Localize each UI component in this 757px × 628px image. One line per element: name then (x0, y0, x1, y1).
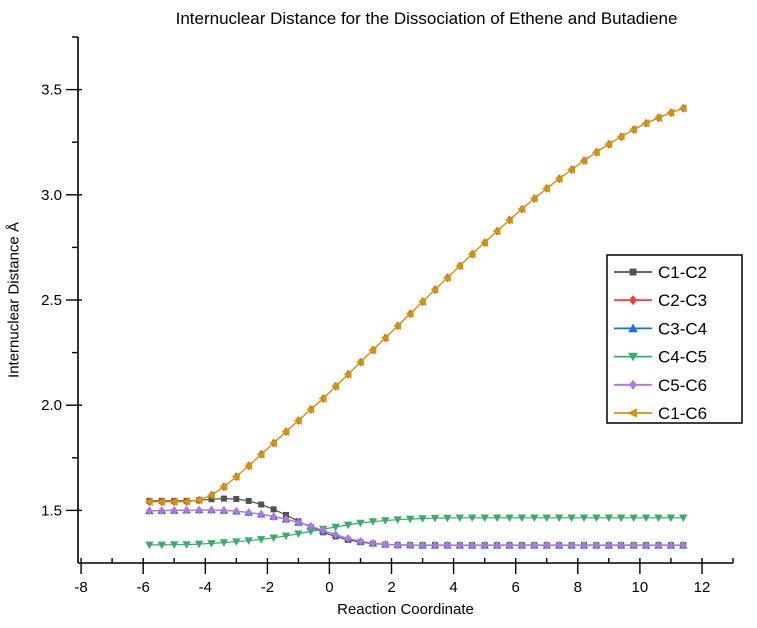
x-axis-label: Reaction Coordinate (337, 601, 474, 618)
series-C4-C5 (145, 514, 688, 550)
legend-label: C4-C5 (658, 348, 707, 367)
svg-text:3.5: 3.5 (41, 82, 62, 99)
legend-marker-triangle-up-icon (628, 323, 638, 333)
legend-marker-diamond-icon (629, 379, 637, 390)
svg-text:-6: -6 (137, 579, 150, 596)
legend: C1-C2 C2-C3 C3-C4 C4-C5 C5-C6 C1-C6 (606, 254, 743, 424)
series-C1-C6 (144, 104, 687, 506)
svg-text:12: 12 (694, 579, 711, 596)
y-axis-label: Internuclear Distance Å (5, 222, 23, 378)
svg-text:0: 0 (325, 579, 333, 596)
svg-text:2: 2 (387, 579, 395, 596)
legend-label: C1-C2 (658, 263, 707, 282)
series-C5-C6 (146, 505, 687, 550)
svg-text:-4: -4 (199, 579, 212, 596)
svg-text:1.5: 1.5 (41, 502, 62, 519)
svg-text:2.5: 2.5 (41, 292, 62, 309)
legend-marker-diamond-icon (629, 295, 637, 306)
series-C2-C3 (146, 103, 687, 507)
svg-text:3.0: 3.0 (41, 187, 62, 204)
svg-text:6: 6 (512, 579, 520, 596)
x-axis-tick-labels: -8 -6 -4 -2 0 2 4 6 8 10 12 (74, 579, 710, 596)
y-axis-tick-labels: 1.5 2.0 2.5 3.0 3.5 (41, 82, 62, 520)
legend-label: C1-C6 (658, 404, 707, 423)
chart-title: Internuclear Distance for the Dissociati… (175, 9, 678, 28)
svg-text:-8: -8 (74, 579, 87, 596)
x-axis-ticks (80, 558, 734, 574)
legend-item-C2-C3: C2-C3 (614, 291, 707, 310)
legend-label: C2-C3 (658, 291, 707, 310)
legend-box (606, 254, 743, 424)
svg-text:10: 10 (632, 579, 649, 596)
legend-item-C3-C4: C3-C4 (614, 319, 707, 338)
legend-item-C4-C5: C4-C5 (614, 348, 707, 367)
y-axis-ticks (66, 36, 82, 512)
legend-marker-triangle-left-icon (627, 408, 637, 418)
svg-text:-2: -2 (261, 579, 274, 596)
svg-text:2.0: 2.0 (41, 397, 62, 414)
legend-label: C5-C6 (658, 376, 707, 395)
svg-text:8: 8 (574, 579, 582, 596)
legend-item-C1-C2: C1-C2 (614, 263, 707, 282)
legend-item-C5-C6: C5-C6 (614, 376, 707, 395)
legend-item-C1-C6: C1-C6 (614, 404, 707, 423)
legend-marker-triangle-down-icon (628, 352, 638, 362)
legend-label: C3-C4 (658, 319, 707, 338)
svg-text:4: 4 (449, 579, 457, 596)
legend-marker-square-icon (629, 268, 637, 276)
